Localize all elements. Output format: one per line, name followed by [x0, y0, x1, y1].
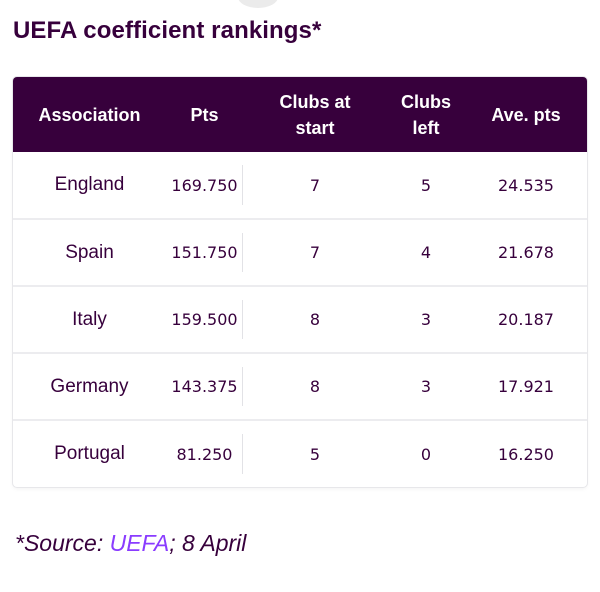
source-suffix: ; 8 April — [169, 530, 247, 556]
cell-clubs-left: 5 — [420, 175, 432, 195]
header-ave-pts: Ave. pts — [491, 104, 561, 125]
cell-ave-pts: 16.250 — [465, 419, 587, 487]
cell-association: Portugal — [13, 419, 166, 487]
cell-association: Italy — [13, 285, 166, 353]
page-title: UEFA coefficient rankings* — [13, 17, 322, 44]
header-clubs-at-start-line1: Clubs at — [279, 91, 351, 112]
header-association: Association — [38, 104, 141, 125]
header-clubs-at-start-line2: start — [295, 117, 335, 138]
cell-association: Germany — [13, 352, 166, 420]
cell-clubs-left: 0 — [387, 419, 465, 487]
cell-clubs-at-start: 7 — [309, 175, 321, 195]
table-header-row: Association Pts Clubs at start Clubs lef… — [13, 77, 587, 152]
cell-pts: 159.500 — [166, 285, 243, 353]
cell-clubs-at-start: 8 — [243, 285, 387, 353]
cell-association: Spain — [13, 218, 166, 286]
cell-ave-pts: 17.921 — [465, 352, 587, 420]
cell-ave-pts: 20.187 — [465, 285, 587, 353]
cell-ave-pts: 21.678 — [465, 218, 587, 286]
cell-association: England — [54, 174, 125, 195]
cell-clubs-at-start: 8 — [243, 352, 387, 420]
header-clubs-left: Clubs left — [400, 91, 451, 138]
cell-pts: 81.250 — [166, 419, 243, 487]
top-decorative-shape — [238, 0, 278, 8]
source-prefix: *Source: — [15, 530, 110, 556]
table-row: Spain 151.750 7 4 21.678 — [13, 218, 587, 286]
table-row: Italy 159.500 8 3 20.187 — [13, 285, 587, 353]
cell-clubs-at-start: 5 — [243, 419, 387, 487]
header-pts: Pts — [190, 104, 219, 125]
cell-clubs-left: 3 — [387, 285, 465, 353]
cell-pts: 143.375 — [166, 352, 243, 420]
cell-pts: 169.750 — [166, 152, 243, 219]
table-row: England 169.750 7 5 24.535 — [13, 152, 587, 219]
cell-pts: 151.750 — [166, 218, 243, 286]
cell-clubs-left: 4 — [387, 218, 465, 286]
source-note: *Source: UEFA; 8 April — [15, 530, 246, 557]
header-clubs-at-start: Clubs at start — [243, 77, 387, 152]
source-link-uefa[interactable]: UEFA — [109, 530, 170, 556]
cell-clubs-left: 3 — [387, 352, 465, 420]
table-row: Germany 143.375 8 3 17.921 — [13, 352, 587, 420]
rankings-table-card: Association Pts Clubs at start Clubs lef… — [13, 77, 587, 487]
rankings-table: Association Pts Clubs at start Clubs lef… — [13, 77, 587, 487]
cell-clubs-at-start: 7 — [243, 218, 387, 286]
table-row: Portugal 81.250 5 0 16.250 — [13, 419, 587, 487]
cell-ave-pts: 24.535 — [498, 175, 554, 195]
